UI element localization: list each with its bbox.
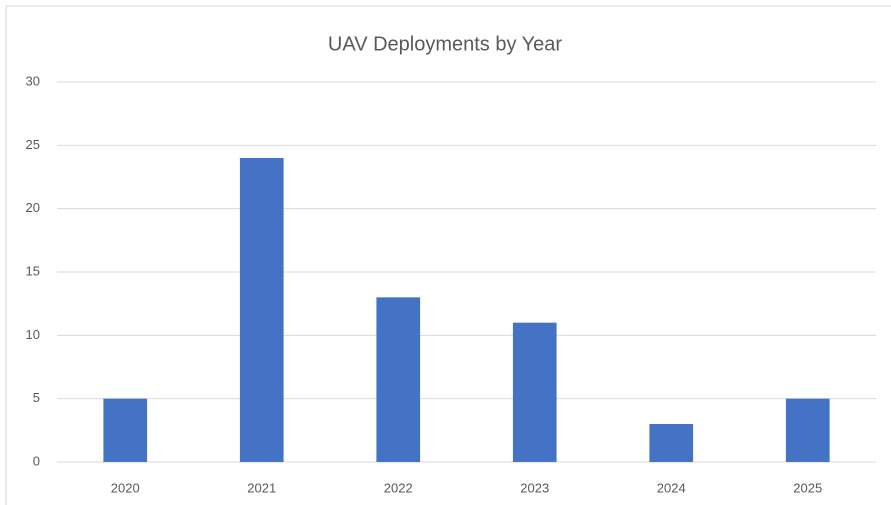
y-tick-label: 15 [26,263,40,278]
y-tick-label: 20 [26,200,40,215]
bar [649,424,694,462]
bar [512,322,557,462]
chart-title: UAV Deployments by Year [328,33,563,55]
x-tick-label: 2021 [247,480,276,495]
y-tick-label: 10 [26,327,40,342]
y-tick-label: 25 [26,137,40,152]
x-tick-label: 2020 [111,480,140,495]
y-tick-label: 30 [26,73,40,88]
bar [376,297,421,462]
bar [239,158,284,462]
x-tick-label: 2022 [384,480,413,495]
bar [103,398,148,462]
y-tick-label: 5 [33,390,40,405]
chart-border [5,5,891,505]
x-tick-label: 2024 [657,480,686,495]
x-tick-label: 2023 [520,480,549,495]
y-tick-label: 0 [33,453,40,468]
x-tick-label: 2025 [793,480,822,495]
bar [785,398,830,462]
